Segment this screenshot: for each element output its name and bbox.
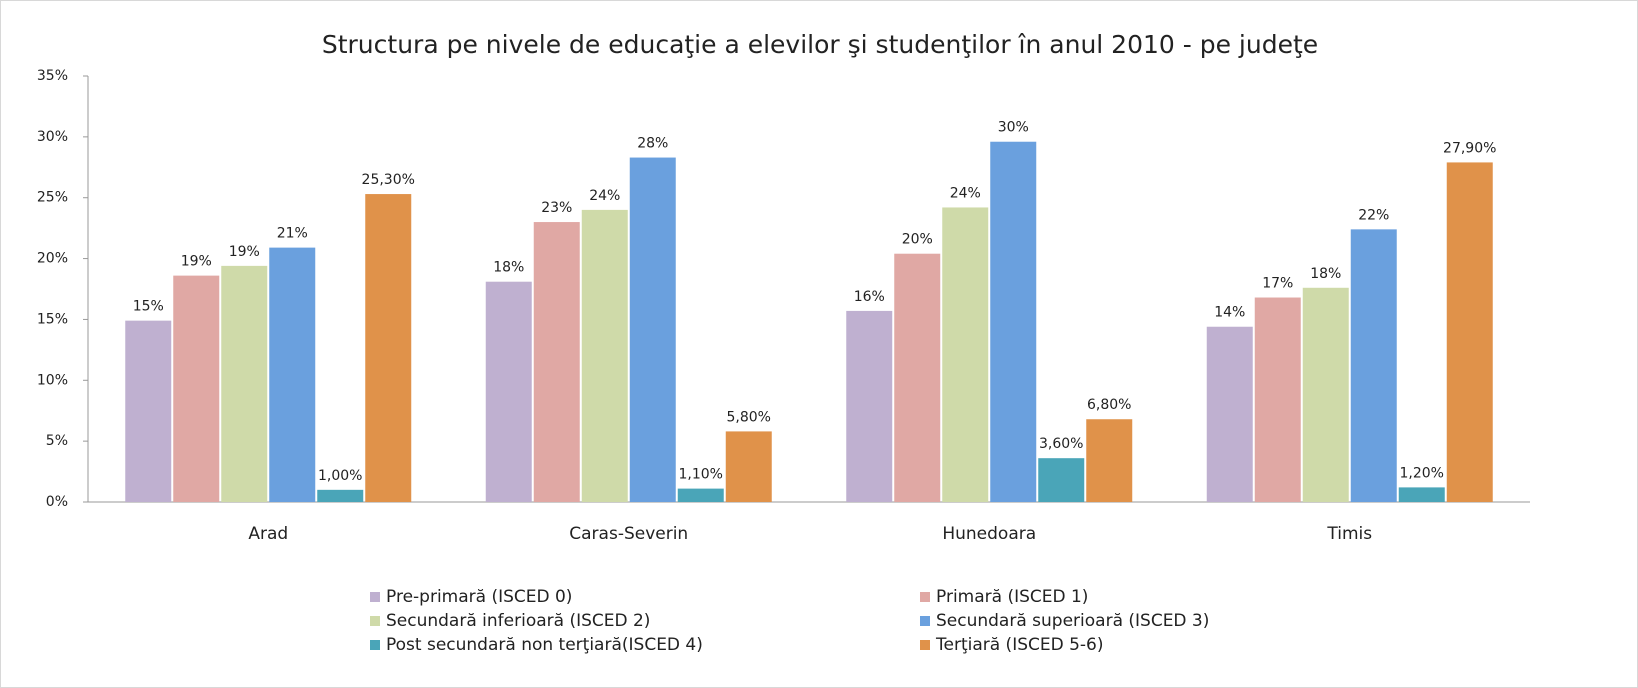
y-tick-label: 35% bbox=[37, 68, 68, 84]
bar bbox=[221, 265, 268, 502]
data-label: 27,90% bbox=[1443, 140, 1496, 156]
data-label: 25,30% bbox=[362, 172, 415, 188]
legend-swatch bbox=[370, 592, 380, 602]
bar bbox=[894, 253, 941, 502]
bar bbox=[1350, 229, 1397, 503]
legend-label: Secundară superioară (ISCED 3) bbox=[936, 611, 1209, 631]
data-label: 28% bbox=[637, 136, 668, 152]
bar bbox=[317, 489, 364, 502]
bar bbox=[990, 141, 1037, 502]
bar bbox=[942, 207, 989, 503]
legend-label: Pre-primară (ISCED 0) bbox=[386, 587, 572, 607]
data-label: 5,80% bbox=[727, 409, 771, 425]
data-label: 24% bbox=[950, 185, 981, 201]
data-label: 1,00% bbox=[318, 468, 362, 484]
y-tick-label: 20% bbox=[37, 251, 68, 267]
data-label: 19% bbox=[229, 244, 260, 260]
legend-swatch bbox=[920, 640, 930, 650]
data-label: 23% bbox=[541, 200, 572, 216]
bar bbox=[1254, 297, 1301, 502]
bar bbox=[629, 157, 676, 502]
data-label: 16% bbox=[854, 289, 885, 305]
data-label: 15% bbox=[133, 299, 164, 315]
data-label: 22% bbox=[1358, 207, 1389, 223]
bar bbox=[677, 488, 724, 502]
legend-swatch bbox=[370, 640, 380, 650]
legend-swatch bbox=[370, 616, 380, 626]
data-label: 1,20% bbox=[1400, 465, 1444, 481]
legend-label: Secundară inferioară (ISCED 2) bbox=[386, 611, 650, 631]
y-tick-label: 5% bbox=[46, 433, 68, 449]
data-label: 18% bbox=[493, 260, 524, 276]
y-tick-label: 30% bbox=[37, 129, 68, 145]
legend-label: Post secundară non terţiară(ISCED 4) bbox=[386, 635, 703, 655]
data-label: 30% bbox=[998, 120, 1029, 136]
data-label: 3,60% bbox=[1039, 436, 1083, 452]
legend-swatch bbox=[920, 616, 930, 626]
x-tick-label: Hunedoara bbox=[942, 524, 1036, 544]
bar bbox=[581, 209, 628, 502]
bar bbox=[1086, 419, 1133, 502]
x-tick-label: Arad bbox=[248, 524, 288, 544]
bar bbox=[725, 431, 772, 502]
bar bbox=[269, 247, 316, 502]
bar bbox=[125, 320, 172, 502]
bar bbox=[846, 310, 893, 502]
bar bbox=[365, 194, 412, 502]
y-tick-label: 15% bbox=[37, 311, 68, 327]
y-tick-label: 0% bbox=[46, 494, 68, 510]
y-tick-label: 10% bbox=[37, 372, 68, 388]
data-label: 14% bbox=[1214, 305, 1245, 321]
data-label: 6,80% bbox=[1087, 397, 1131, 413]
data-label: 17% bbox=[1262, 276, 1293, 292]
chart-title: Structura pe nivele de educaţie a elevil… bbox=[322, 30, 1318, 59]
bar bbox=[1398, 487, 1445, 502]
x-tick-label: Timis bbox=[1326, 524, 1372, 544]
bar bbox=[485, 281, 532, 502]
data-label: 21% bbox=[277, 226, 308, 242]
bar bbox=[1446, 162, 1493, 502]
legend-swatch bbox=[920, 592, 930, 602]
data-label: 1,10% bbox=[679, 467, 723, 483]
legend-label: Terţiară (ISCED 5-6) bbox=[935, 635, 1104, 655]
data-label: 24% bbox=[589, 188, 620, 204]
bar bbox=[1206, 326, 1253, 502]
bar bbox=[1302, 287, 1349, 502]
bar bbox=[173, 275, 220, 502]
bar bbox=[533, 222, 580, 503]
x-tick-label: Caras-Severin bbox=[569, 524, 688, 544]
data-label: 18% bbox=[1310, 266, 1341, 282]
data-label: 19% bbox=[181, 254, 212, 270]
legend-label: Primară (ISCED 1) bbox=[936, 587, 1088, 607]
y-tick-label: 25% bbox=[37, 190, 68, 206]
bar bbox=[1038, 458, 1085, 502]
data-label: 20% bbox=[902, 232, 933, 248]
